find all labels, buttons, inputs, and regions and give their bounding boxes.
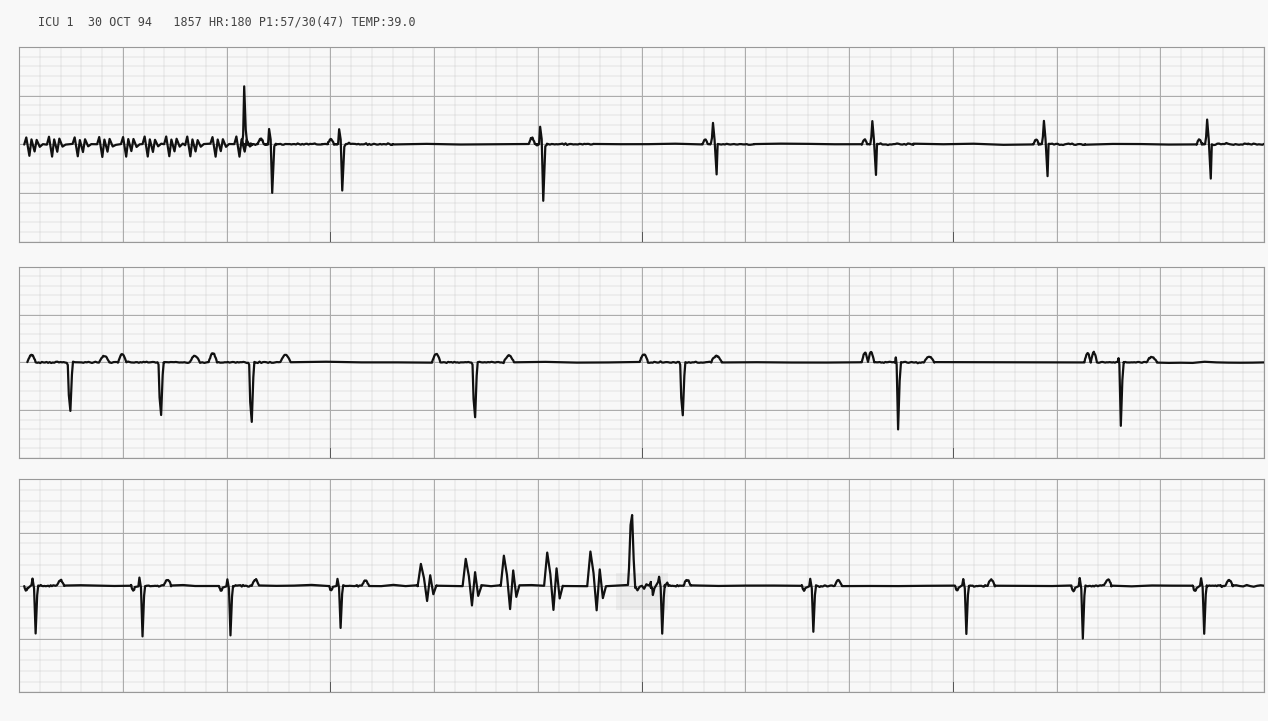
Text: ICU 1  30 OCT 94   1857 HR:180 P1:57/30(47) TEMP:39.0: ICU 1 30 OCT 94 1857 HR:180 P1:57/30(47)…: [38, 16, 416, 29]
Bar: [616, 572, 667, 610]
